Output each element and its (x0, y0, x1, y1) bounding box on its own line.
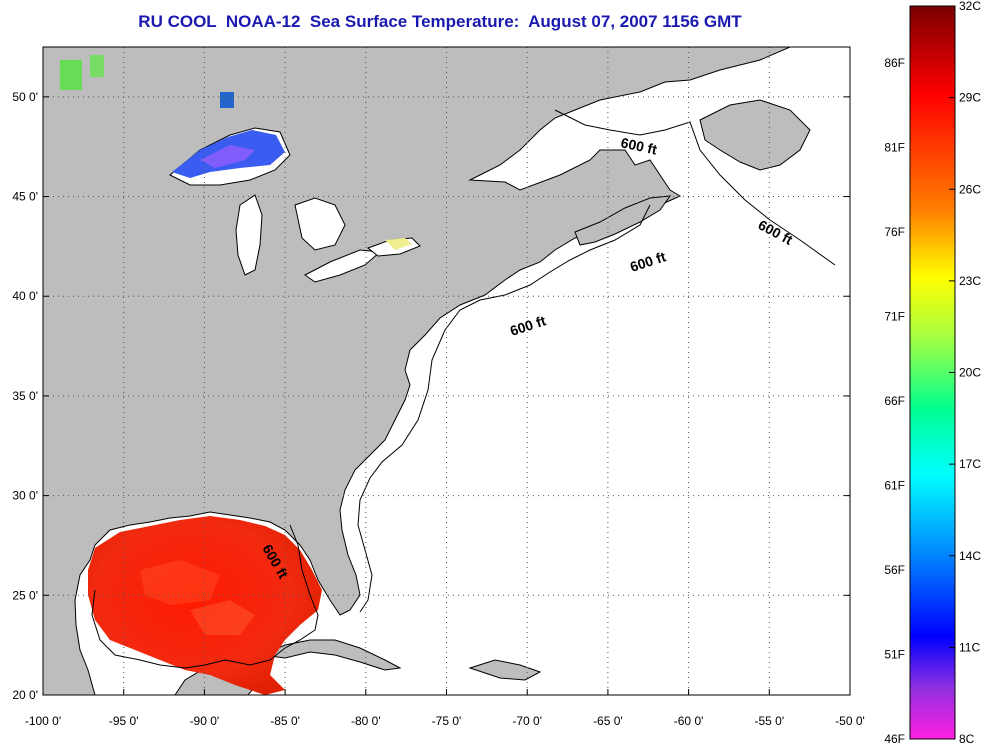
lake-huron (294, 197, 346, 251)
y-tick-label: 30 0' (12, 489, 38, 503)
colorbar-celsius-label: 8C (959, 732, 975, 746)
colorbar-celsius-label: 20C (959, 366, 981, 380)
x-tick-label: -55 0' (754, 714, 784, 728)
colorbar-fahrenheit-label: 61F (884, 479, 905, 493)
y-tick-label: 45 0' (12, 190, 38, 204)
lake-michigan (235, 194, 263, 276)
colorbar-celsius-label: 17C (959, 457, 981, 471)
y-tick-label: 50 0' (12, 90, 38, 104)
graticule (43, 47, 850, 695)
north-america-land (43, 47, 791, 695)
y-axis: 20 0' 25 0' 30 0' 35 0' 40 0' 45 0' 50 0' (12, 90, 850, 702)
gulf-sst-field (88, 516, 322, 695)
x-tick-label: -95 0' (109, 714, 139, 728)
small-lake-sst (60, 60, 82, 90)
x-tick-label: -85 0' (270, 714, 300, 728)
x-tick-label: -70 0' (512, 714, 542, 728)
x-tick-label: -100 0' (25, 714, 61, 728)
y-tick-label: 40 0' (12, 289, 38, 303)
colorbar-fahrenheit-label: 56F (884, 563, 905, 577)
newfoundland-land (699, 99, 811, 171)
lake-erie (304, 249, 382, 283)
colorbar-fahrenheit-label: 81F (884, 141, 905, 155)
colorbar-celsius-label: 23C (959, 274, 981, 288)
lake-ontario-warm (385, 238, 412, 250)
colorbar-fahrenheit-label: 51F (884, 648, 905, 662)
colorbar-celsius-label: 26C (959, 182, 981, 196)
x-tick-label: -80 0' (351, 714, 381, 728)
x-tick-label: -50 0' (835, 714, 865, 728)
colorbar-fahrenheit-label: 86F (884, 56, 905, 70)
x-tick-label: -60 0' (674, 714, 704, 728)
colorbar (909, 5, 956, 740)
colorbar-fahrenheit-label: 76F (884, 225, 905, 239)
colorbar-celsius-label: 14C (959, 549, 981, 563)
colorbar-fahrenheit-label: 66F (884, 394, 905, 408)
x-tick-label: -90 0' (190, 714, 220, 728)
map-title: RU COOL NOAA-12 Sea Surface Temperature:… (138, 12, 742, 31)
colorbar-fahrenheit-label: 71F (884, 310, 905, 324)
contour-label: 600 ft (619, 134, 658, 157)
colorbar-celsius-label: 29C (959, 91, 981, 105)
colorbar-labels: 32C 29C 26C 23C 20C 17C 14C 11C 8C 86F 81F 76F 71F 66… (884, 0, 981, 746)
x-axis: -100 0' -95 0' -90 0' -85 0' -80 0' -75 0' -70… (25, 689, 865, 728)
hispaniola-land (468, 659, 542, 681)
colorbar-fahrenheit-label: 46F (884, 732, 905, 746)
colorbar-celsius-label: 32C (959, 0, 981, 13)
isobath-600ft (91, 109, 836, 669)
y-tick-label: 20 0' (12, 688, 38, 702)
x-tick-label: -75 0' (432, 714, 462, 728)
y-tick-label: 25 0' (12, 588, 38, 602)
y-tick-label: 35 0' (12, 389, 38, 403)
x-tick-label: -65 0' (593, 714, 623, 728)
colorbar-celsius-label: 11C (959, 640, 980, 654)
nova-scotia-land (574, 195, 672, 246)
